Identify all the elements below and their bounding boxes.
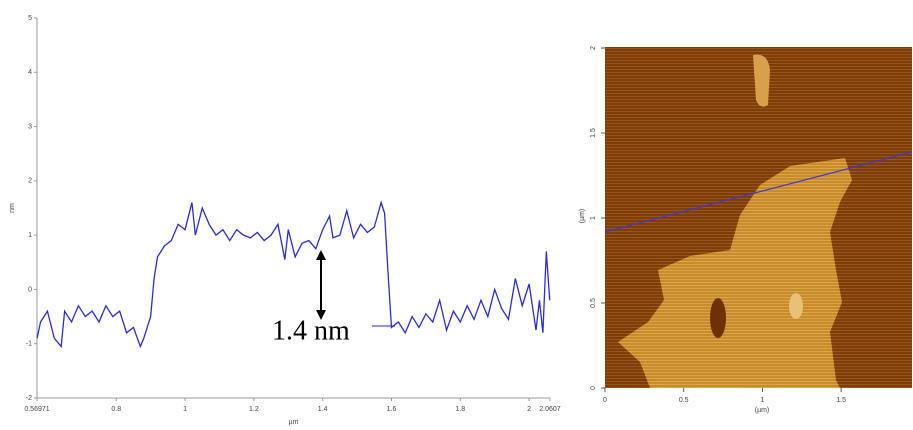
- x-tick-label: 1.8: [455, 406, 465, 413]
- arrow-head: [316, 310, 326, 320]
- y-tick-label: 0.5: [590, 298, 597, 308]
- y-tick-label: 1.5: [590, 128, 597, 138]
- x-tick-label: 1.2: [249, 406, 259, 413]
- x-tick-label: 0: [603, 397, 607, 404]
- x-tick-label: 2: [527, 406, 531, 413]
- y-tick-label: 4: [28, 69, 32, 76]
- y-tick-label: 0: [28, 286, 32, 293]
- afm-hole: [710, 298, 726, 338]
- y-tick-label: 5: [28, 15, 32, 22]
- afm-island: [753, 54, 770, 107]
- x-axis-label: (µm): [755, 407, 770, 414]
- x-tick-label: 1: [760, 397, 764, 404]
- y-tick-label: 2: [590, 46, 597, 50]
- x-tick-label: 2.0607: [539, 406, 561, 413]
- afm-bump: [789, 293, 803, 319]
- y-axis-label: nm: [9, 203, 16, 213]
- x-tick-label: 0.56971: [24, 406, 49, 413]
- y-tick-label: -1: [26, 341, 32, 348]
- x-tick-label: 0.8: [111, 406, 121, 413]
- y-tick-label: -2: [26, 395, 32, 402]
- x-tick-label: 1: [183, 406, 187, 413]
- afm-terrace: [618, 158, 852, 388]
- y-tick-label: 1: [590, 216, 597, 220]
- y-tick-label: 2: [28, 178, 32, 185]
- annotation: 1.4 nm: [272, 250, 395, 346]
- y-tick-label: 3: [28, 123, 32, 130]
- y-tick-label: 0: [590, 386, 597, 390]
- x-tick-label: 1.6: [387, 406, 397, 413]
- annotation-text: 1.4 nm: [272, 315, 350, 346]
- profile-line: [36, 200, 551, 349]
- arrow-head: [316, 250, 326, 260]
- x-axis-label: µm: [289, 419, 299, 426]
- x-tick-label: 0.5: [679, 397, 689, 404]
- y-tick-label: 1: [28, 232, 32, 239]
- x-tick-label: 1.5: [836, 397, 846, 404]
- x-tick-label: 1.4: [318, 406, 328, 413]
- afm-image: [604, 47, 913, 388]
- profile-line: [604, 151, 913, 233]
- y-axis-label: (µm): [579, 209, 586, 224]
